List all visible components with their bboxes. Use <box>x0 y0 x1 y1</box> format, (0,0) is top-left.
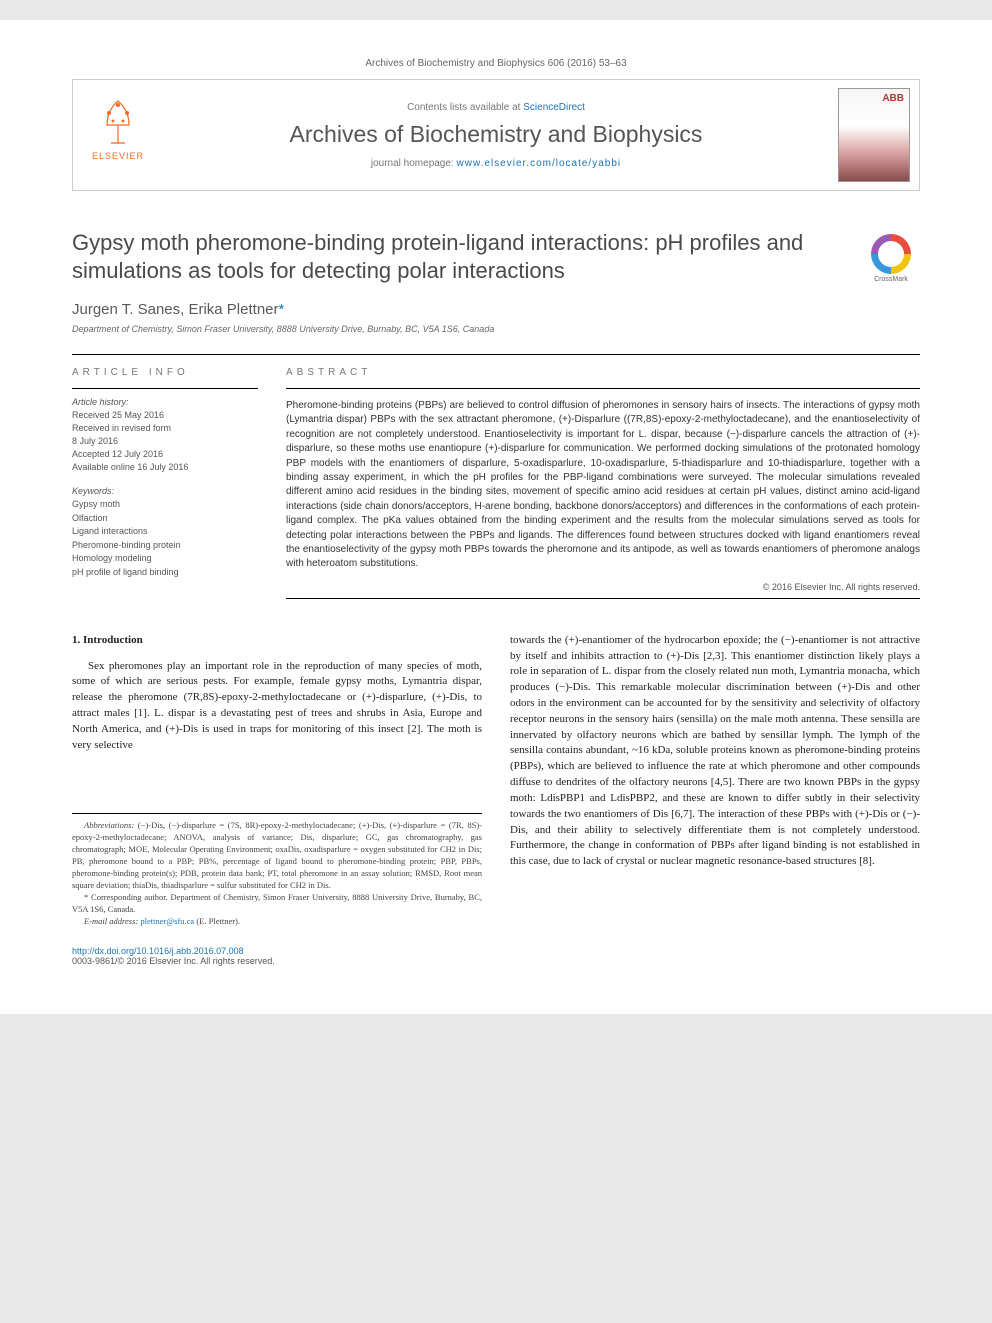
doi-link[interactable]: http://dx.doi.org/10.1016/j.abb.2016.07.… <box>72 946 244 956</box>
sciencedirect-link[interactable]: ScienceDirect <box>523 102 585 113</box>
contents-prefix: Contents lists available at <box>407 102 523 113</box>
abstract-column: ABSTRACT Pheromone-binding proteins (PBP… <box>286 355 920 599</box>
authors: Jurgen T. Sanes, Erika Plettner* <box>72 301 920 318</box>
abbrev-label: Abbreviations: <box>84 820 134 830</box>
footnotes: Abbreviations: (−)-Dis, (−)-disparlure =… <box>72 813 482 927</box>
body-para-1: Sex pheromones play an important role in… <box>72 659 482 754</box>
abstract-head: ABSTRACT <box>286 355 920 389</box>
body-columns: 1. Introduction Sex pheromones play an i… <box>72 633 920 928</box>
elsevier-tree-icon <box>91 95 145 149</box>
body-col-right: towards the (+)-enantiomer of the hydroc… <box>510 633 920 928</box>
divider-abstract-bottom <box>286 598 920 599</box>
body-col-left: 1. Introduction Sex pheromones play an i… <box>72 633 482 928</box>
issn-line: 0003-9861/© 2016 Elsevier Inc. All right… <box>72 956 275 966</box>
page-footer: http://dx.doi.org/10.1016/j.abb.2016.07.… <box>72 946 920 966</box>
email-who: (E. Plettner). <box>194 916 240 926</box>
author-names: Jurgen T. Sanes, Erika Plettner <box>72 301 279 318</box>
article-info-head: ARTICLE INFO <box>72 355 258 389</box>
section-1-head: 1. Introduction <box>72 633 482 649</box>
crossmark-badge[interactable]: CrossMark <box>862 229 920 287</box>
abstract-copyright: © 2016 Elsevier Inc. All rights reserved… <box>286 582 920 592</box>
abbreviations: Abbreviations: (−)-Dis, (−)-disparlure =… <box>72 820 482 891</box>
elsevier-logo[interactable]: ELSEVIER <box>82 95 154 175</box>
history-text: Received 25 May 2016 Received in revised… <box>72 409 258 474</box>
header-citation: Archives of Biochemistry and Biophysics … <box>72 58 920 69</box>
masthead: ELSEVIER Contents lists available at Sci… <box>72 79 920 191</box>
abbrev-text: (−)-Dis, (−)-disparlure = (7S, 8R)-epoxy… <box>72 820 482 889</box>
keywords-text: Gypsy moth Olfaction Ligand interactions… <box>72 498 258 579</box>
article-title: Gypsy moth pheromone-binding protein-lig… <box>72 229 842 284</box>
keywords-label: Keywords: <box>72 486 258 496</box>
corresponding-author-note: * Corresponding author. Department of Ch… <box>72 892 482 916</box>
email-line: E-mail address: plettner@sfu.ca (E. Plet… <box>72 916 482 928</box>
section-title: Introduction <box>83 634 143 646</box>
section-number: 1. <box>72 634 80 646</box>
homepage-link[interactable]: www.elsevier.com/locate/yabbi <box>457 158 622 169</box>
title-block: Gypsy moth pheromone-binding protein-lig… <box>72 229 920 287</box>
journal-cover-thumbnail[interactable] <box>838 88 910 182</box>
homepage-prefix: journal homepage: <box>371 158 457 169</box>
homepage-line: journal homepage: www.elsevier.com/locat… <box>371 158 621 169</box>
corresponding-mark: * <box>279 301 285 318</box>
email-link[interactable]: plettner@sfu.ca <box>140 916 194 926</box>
page: Archives of Biochemistry and Biophysics … <box>0 20 992 1014</box>
abstract-text: Pheromone-binding proteins (PBPs) are be… <box>286 399 920 572</box>
article-info-column: ARTICLE INFO Article history: Received 2… <box>72 355 258 599</box>
cover-thumbnail-block <box>829 80 919 190</box>
email-label: E-mail address: <box>84 916 138 926</box>
crossmark-icon <box>871 234 911 274</box>
masthead-center: Contents lists available at ScienceDirec… <box>163 80 829 190</box>
contents-list-line: Contents lists available at ScienceDirec… <box>407 102 585 113</box>
history-label: Article history: <box>72 397 258 407</box>
info-abstract-row: ARTICLE INFO Article history: Received 2… <box>72 355 920 599</box>
crossmark-label: CrossMark <box>874 276 908 283</box>
journal-name: Archives of Biochemistry and Biophysics <box>290 121 703 148</box>
publisher-name: ELSEVIER <box>92 151 144 161</box>
publisher-logo-block: ELSEVIER <box>73 80 163 190</box>
affiliation: Department of Chemistry, Simon Fraser Un… <box>72 324 920 334</box>
body-para-2: towards the (+)-enantiomer of the hydroc… <box>510 633 920 870</box>
